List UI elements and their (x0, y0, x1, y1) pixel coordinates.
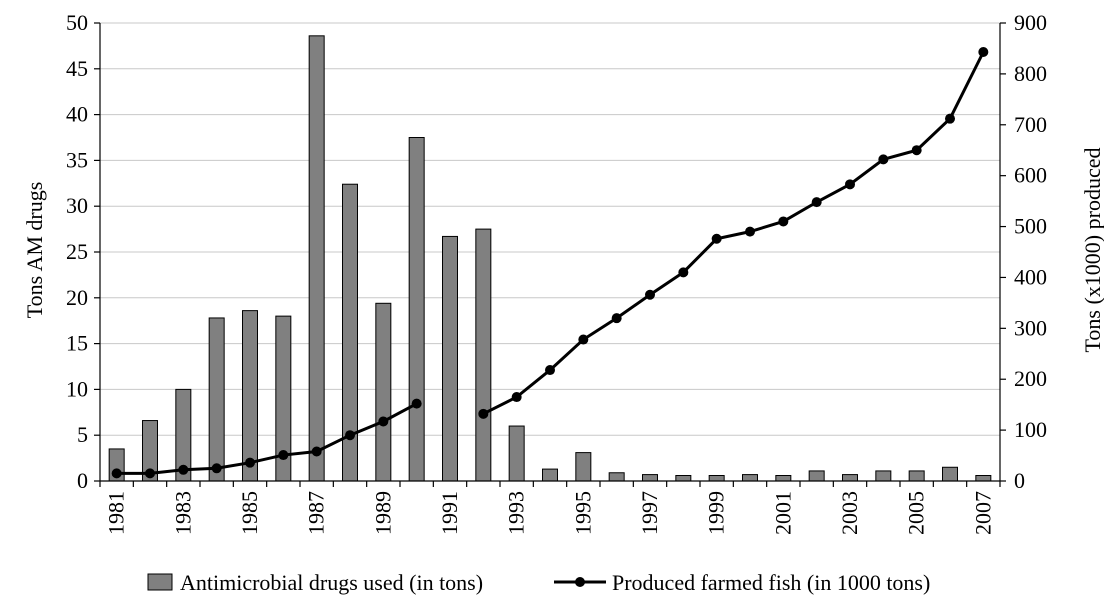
line-point (178, 464, 189, 475)
bar (675, 475, 692, 482)
bar (808, 470, 825, 482)
y-right-tick-label: 100 (1014, 417, 1047, 442)
line-point (811, 197, 822, 208)
line-point (245, 457, 255, 468)
line-point (111, 468, 122, 479)
line-point (378, 416, 389, 427)
y-right-tick-label: 700 (1014, 112, 1047, 137)
y-right-tick-label: 400 (1014, 264, 1047, 289)
x-tick-label: 2001 (770, 491, 795, 535)
line-series (111, 47, 989, 479)
x-tick-label: 1991 (437, 491, 462, 535)
legend-line-label: Produced farmed fish (in 1000 tons) (612, 570, 930, 595)
x-tick-label: 1989 (370, 491, 395, 535)
bar (642, 474, 658, 482)
bar-series (108, 35, 992, 482)
bar (575, 452, 592, 482)
y-left-tick-label: 50 (66, 10, 88, 35)
y-right-tick-label: 800 (1014, 61, 1047, 86)
x-tick-label: 1985 (237, 491, 262, 535)
line-point (345, 430, 355, 441)
bar (908, 470, 925, 482)
line-point (845, 179, 855, 190)
y-right-tick-label: 900 (1014, 10, 1047, 35)
line-point (678, 267, 689, 278)
y-left-tick-label: 40 (66, 102, 88, 127)
line-point (478, 408, 489, 419)
line-point (978, 47, 989, 58)
bar (775, 475, 792, 482)
legend-line-marker (575, 577, 585, 587)
x-tick-label: 1981 (104, 491, 129, 535)
bar (375, 302, 392, 482)
x-tick-label: 1993 (504, 491, 529, 535)
bar (975, 475, 992, 482)
y-axis-right-title: Tons (x1000) produced (1080, 148, 1104, 353)
legend-bar-swatch (147, 573, 173, 591)
line-point (745, 226, 755, 237)
bar (208, 317, 225, 482)
y-right-tick-label: 300 (1014, 315, 1047, 340)
y-left-tick-label: 15 (66, 331, 88, 356)
line-point (545, 365, 555, 376)
line-point (511, 392, 522, 403)
bar (308, 35, 325, 482)
bar (475, 228, 492, 482)
bar (242, 310, 258, 482)
axes (94, 22, 1006, 487)
y-right-tick-label: 0 (1014, 468, 1025, 493)
y-left-tick-label: 45 (66, 56, 88, 81)
line-point (611, 313, 622, 324)
bar (708, 475, 725, 482)
bar (942, 466, 958, 482)
y-left-tick-label: 30 (66, 193, 88, 218)
line-point (911, 145, 922, 156)
bar (842, 474, 858, 482)
y-left-tick-label: 10 (66, 376, 88, 401)
tick-labels: 0510152025303540455001002003004005006007… (66, 10, 1047, 535)
x-tick-label: 2003 (837, 491, 862, 535)
bar (742, 474, 758, 482)
line-point (645, 289, 655, 300)
bar (875, 470, 892, 482)
bar (408, 137, 425, 482)
bar (608, 472, 625, 482)
y-left-tick-label: 25 (66, 239, 88, 264)
x-tick-label: 1997 (637, 491, 662, 535)
bar (542, 468, 558, 482)
legend: Antimicrobial drugs used (in tons) Produ… (147, 570, 930, 595)
y-left-tick-label: 5 (77, 422, 88, 447)
line-point (878, 154, 889, 165)
line-segment (116, 402, 418, 475)
line-point (145, 468, 155, 479)
y-axis-left-title: Tons AM drugs (22, 182, 47, 319)
line-point (278, 450, 289, 461)
x-tick-label: 1987 (304, 491, 329, 535)
line-segment (482, 51, 985, 416)
line-point (211, 463, 222, 474)
line-point (578, 334, 589, 345)
y-right-tick-label: 200 (1014, 366, 1047, 391)
bar (508, 425, 525, 482)
y-right-tick-label: 600 (1014, 163, 1047, 188)
x-tick-label: 1999 (704, 491, 729, 535)
x-tick-label: 1983 (170, 491, 195, 535)
line-point (711, 233, 722, 244)
line-point (311, 446, 322, 457)
y-left-tick-label: 35 (66, 147, 88, 172)
line-point (778, 216, 789, 227)
legend-bar-label: Antimicrobial drugs used (in tons) (180, 570, 483, 595)
line-point (945, 113, 955, 124)
line-point (411, 398, 422, 409)
x-tick-label: 1995 (570, 491, 595, 535)
x-tick-label: 2005 (904, 491, 929, 535)
y-left-tick-label: 20 (66, 285, 88, 310)
y-right-tick-label: 500 (1014, 214, 1047, 239)
bar (442, 235, 458, 482)
x-tick-label: 2007 (970, 491, 995, 535)
y-left-tick-label: 0 (77, 468, 88, 493)
